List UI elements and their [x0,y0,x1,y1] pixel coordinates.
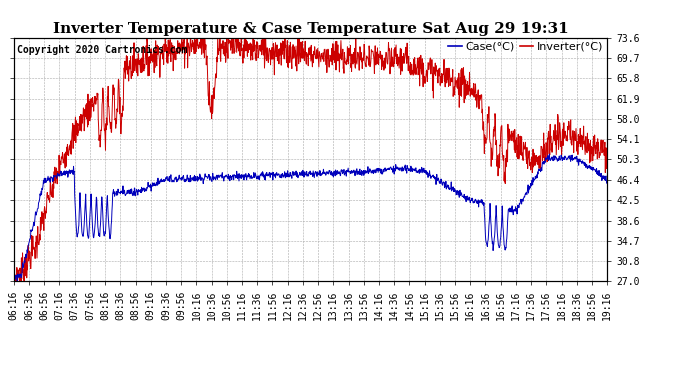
Title: Inverter Temperature & Case Temperature Sat Aug 29 19:31: Inverter Temperature & Case Temperature … [52,22,569,36]
Legend: Case(°C), Inverter(°C): Case(°C), Inverter(°C) [444,38,607,56]
Text: Copyright 2020 Cartronics.com: Copyright 2020 Cartronics.com [17,45,187,55]
